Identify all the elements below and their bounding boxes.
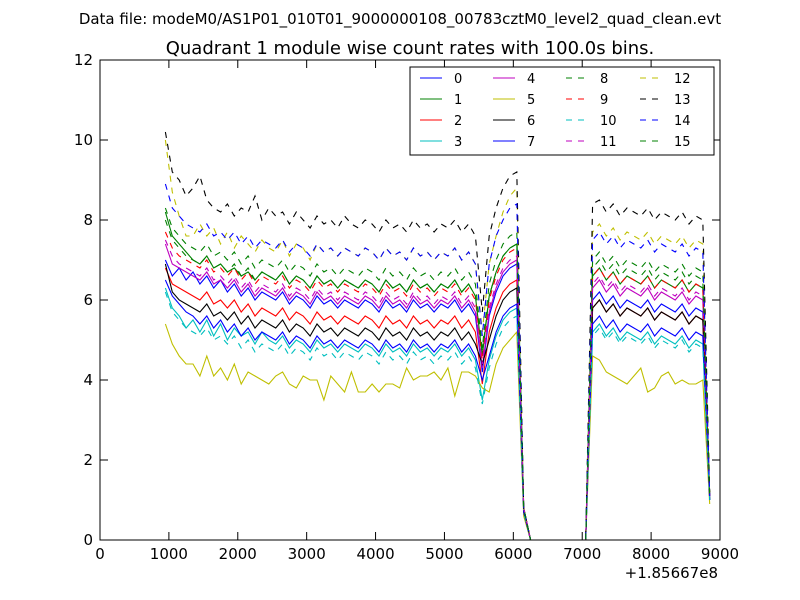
x-tick-label: 7000	[563, 545, 601, 563]
series-line-7	[164, 279, 711, 540]
legend-label-9: 9	[600, 93, 608, 108]
x-tick-label: 6000	[494, 545, 532, 563]
legend-label-5: 5	[527, 93, 535, 108]
x-tick-label: 3000	[288, 545, 326, 563]
y-tick-label: 12	[74, 51, 93, 69]
x-tick-label: 2000	[219, 545, 257, 563]
legend-label-13: 13	[674, 93, 691, 108]
legend-label-7: 7	[527, 135, 535, 150]
legend-label-0: 0	[454, 72, 462, 87]
series-line-8	[164, 207, 711, 540]
y-tick-label: 10	[74, 131, 93, 149]
series-line-6	[164, 263, 711, 540]
x-tick-label: 1000	[150, 545, 188, 563]
x-tick-label: 4000	[356, 545, 394, 563]
legend-label-14: 14	[674, 114, 691, 129]
legend-label-15: 15	[674, 135, 691, 150]
series-line-15	[164, 219, 711, 540]
legend-label-11: 11	[600, 135, 617, 150]
x-tick-label: 8000	[632, 545, 670, 563]
legend-label-3: 3	[454, 135, 462, 150]
ticks-group: 0 1000 2000 3000 4000 5000 6000 7000 8000 9000 0 2 4…	[74, 51, 739, 563]
figure-suptitle: Data file: modeM0/AS1P01_010T01_90000001…	[79, 10, 721, 29]
series-line-14	[164, 183, 711, 540]
series-line-13	[164, 131, 711, 540]
plot-area: 0 1000 2000 3000 4000 5000 6000 7000 8000 9000 0 2 4…	[74, 51, 739, 563]
legend-label-8: 8	[600, 72, 608, 87]
legend-frame	[409, 66, 715, 156]
legend-label-10: 10	[600, 114, 617, 129]
y-tick-label: 0	[83, 531, 93, 549]
legend-label-1: 1	[454, 93, 462, 108]
legend-label-2: 2	[454, 114, 462, 129]
legend-label-6: 6	[527, 114, 535, 129]
y-tick-label: 6	[83, 291, 93, 309]
legend-label-4: 4	[527, 72, 535, 87]
legend-label-12: 12	[674, 72, 691, 87]
series-line-0	[164, 259, 711, 540]
x-tick-label: 0	[95, 545, 105, 563]
series-line-3	[164, 287, 711, 540]
y-tick-label: 2	[83, 451, 93, 469]
series-line-9	[164, 231, 711, 540]
x-offset-label: +1.85667e8	[625, 564, 718, 582]
series-line-1	[164, 211, 711, 540]
series-group	[164, 131, 711, 540]
y-tick-label: 8	[83, 211, 93, 229]
series-line-11	[164, 239, 711, 540]
y-tick-label: 4	[83, 371, 93, 389]
series-line-5	[164, 323, 711, 540]
chart-title: Quadrant 1 module wise count rates with …	[166, 38, 655, 59]
x-tick-label: 5000	[425, 545, 463, 563]
x-tick-label: 9000	[701, 545, 739, 563]
series-line-4	[164, 243, 711, 540]
